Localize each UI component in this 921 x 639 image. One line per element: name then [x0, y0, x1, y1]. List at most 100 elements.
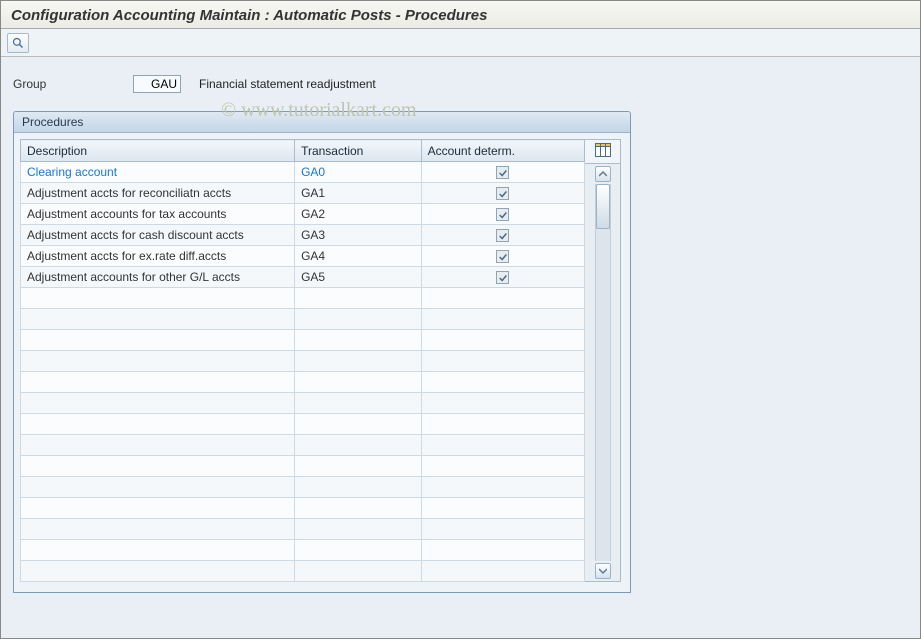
- cell-description[interactable]: Adjustment accts for ex.rate diff.accts: [21, 246, 295, 267]
- cell-empty[interactable]: [421, 309, 584, 330]
- cell-empty[interactable]: [21, 330, 295, 351]
- cell-description[interactable]: Adjustment accts for cash discount accts: [21, 225, 295, 246]
- scroll-down-button[interactable]: [595, 563, 611, 579]
- cell-empty[interactable]: [295, 519, 422, 540]
- cell-empty[interactable]: [421, 435, 584, 456]
- table-row[interactable]: Adjustment accts for reconciliatn acctsG…: [21, 183, 585, 204]
- checkbox[interactable]: [496, 208, 509, 221]
- cell-empty[interactable]: [295, 414, 422, 435]
- cell-empty[interactable]: [295, 477, 422, 498]
- cell-empty[interactable]: [21, 498, 295, 519]
- cell-empty[interactable]: [21, 309, 295, 330]
- cell-empty[interactable]: [421, 288, 584, 309]
- cell-empty[interactable]: [421, 393, 584, 414]
- scroll-up-button[interactable]: [595, 166, 611, 182]
- cell-transaction[interactable]: GA5: [295, 267, 422, 288]
- cell-description[interactable]: Adjustment accounts for tax accounts: [21, 204, 295, 225]
- cell-empty[interactable]: [21, 561, 295, 582]
- cell-empty[interactable]: [295, 372, 422, 393]
- table-row-empty[interactable]: [21, 477, 585, 498]
- cell-transaction[interactable]: GA1: [295, 183, 422, 204]
- col-header-description[interactable]: Description: [21, 140, 295, 162]
- chevron-up-icon: [599, 170, 607, 178]
- cell-empty[interactable]: [295, 330, 422, 351]
- cell-account-determ[interactable]: [421, 225, 584, 246]
- cell-empty[interactable]: [421, 456, 584, 477]
- cell-empty[interactable]: [21, 456, 295, 477]
- cell-transaction[interactable]: GA0: [295, 162, 422, 183]
- cell-description[interactable]: Adjustment accounts for other G/L accts: [21, 267, 295, 288]
- procedures-table: Description Transaction Account determ. …: [20, 139, 585, 582]
- table-row-empty[interactable]: [21, 498, 585, 519]
- cell-empty[interactable]: [421, 330, 584, 351]
- cell-transaction[interactable]: GA2: [295, 204, 422, 225]
- table-row-empty[interactable]: [21, 330, 585, 351]
- cell-empty[interactable]: [421, 351, 584, 372]
- cell-empty[interactable]: [421, 540, 584, 561]
- cell-transaction[interactable]: GA3: [295, 225, 422, 246]
- cell-account-determ[interactable]: [421, 246, 584, 267]
- cell-empty[interactable]: [421, 372, 584, 393]
- cell-empty[interactable]: [21, 393, 295, 414]
- cell-empty[interactable]: [295, 498, 422, 519]
- cell-empty[interactable]: [295, 288, 422, 309]
- cell-description[interactable]: Adjustment accts for reconciliatn accts: [21, 183, 295, 204]
- cell-empty[interactable]: [21, 477, 295, 498]
- scrollbar-track[interactable]: [595, 184, 611, 561]
- table-row[interactable]: Adjustment accts for cash discount accts…: [21, 225, 585, 246]
- cell-empty[interactable]: [21, 288, 295, 309]
- checkbox[interactable]: [496, 250, 509, 263]
- cell-empty[interactable]: [21, 519, 295, 540]
- table-row-empty[interactable]: [21, 456, 585, 477]
- cell-empty[interactable]: [295, 456, 422, 477]
- table-row[interactable]: Adjustment accounts for other G/L acctsG…: [21, 267, 585, 288]
- table-row-empty[interactable]: [21, 435, 585, 456]
- cell-empty[interactable]: [421, 519, 584, 540]
- checkbox[interactable]: [496, 187, 509, 200]
- cell-transaction[interactable]: GA4: [295, 246, 422, 267]
- table-row-empty[interactable]: [21, 414, 585, 435]
- table-row-empty[interactable]: [21, 309, 585, 330]
- cell-empty[interactable]: [21, 435, 295, 456]
- checkbox[interactable]: [496, 166, 509, 179]
- table-row-empty[interactable]: [21, 519, 585, 540]
- cell-empty[interactable]: [21, 540, 295, 561]
- cell-account-determ[interactable]: [421, 267, 584, 288]
- checkbox[interactable]: [496, 229, 509, 242]
- cell-empty[interactable]: [21, 351, 295, 372]
- table-row-empty[interactable]: [21, 561, 585, 582]
- cell-account-determ[interactable]: [421, 204, 584, 225]
- table-row-empty[interactable]: [21, 393, 585, 414]
- table-row[interactable]: Adjustment accts for ex.rate diff.acctsG…: [21, 246, 585, 267]
- cell-empty[interactable]: [295, 309, 422, 330]
- cell-empty[interactable]: [295, 540, 422, 561]
- table-row[interactable]: Adjustment accounts for tax accountsGA2: [21, 204, 585, 225]
- scrollbar-thumb[interactable]: [596, 184, 610, 229]
- cell-empty[interactable]: [421, 498, 584, 519]
- cell-empty[interactable]: [295, 351, 422, 372]
- cell-empty[interactable]: [295, 435, 422, 456]
- cell-account-determ[interactable]: [421, 183, 584, 204]
- table-row[interactable]: Clearing accountGA0: [21, 162, 585, 183]
- table-row-empty[interactable]: [21, 351, 585, 372]
- magnifier-icon: [12, 37, 24, 49]
- cell-empty[interactable]: [21, 414, 295, 435]
- table-row-empty[interactable]: [21, 372, 585, 393]
- cell-empty[interactable]: [295, 393, 422, 414]
- cell-description[interactable]: Clearing account: [21, 162, 295, 183]
- cell-empty[interactable]: [421, 414, 584, 435]
- table-row-empty[interactable]: [21, 540, 585, 561]
- col-header-account-determ[interactable]: Account determ.: [421, 140, 584, 162]
- group-code-input[interactable]: [133, 75, 181, 93]
- cell-empty[interactable]: [295, 561, 422, 582]
- cell-account-determ[interactable]: [421, 162, 584, 183]
- procedures-panel-header: Procedures: [14, 112, 630, 133]
- cell-empty[interactable]: [421, 477, 584, 498]
- checkbox[interactable]: [496, 271, 509, 284]
- cell-empty[interactable]: [21, 372, 295, 393]
- details-button[interactable]: [7, 33, 29, 53]
- col-header-transaction[interactable]: Transaction: [295, 140, 422, 162]
- cell-empty[interactable]: [421, 561, 584, 582]
- configure-columns-button[interactable]: [595, 143, 611, 160]
- table-row-empty[interactable]: [21, 288, 585, 309]
